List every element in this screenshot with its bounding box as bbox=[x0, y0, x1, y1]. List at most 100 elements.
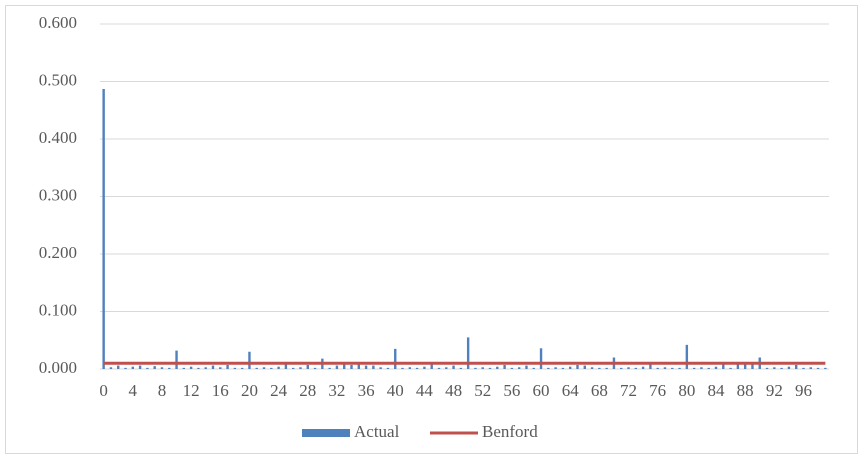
x-tick-label: 36 bbox=[358, 381, 375, 400]
bar bbox=[641, 366, 645, 369]
bar bbox=[109, 367, 113, 369]
bar bbox=[357, 364, 360, 369]
bar bbox=[466, 337, 470, 369]
x-tick-label: 48 bbox=[445, 381, 462, 400]
bar bbox=[277, 366, 280, 369]
legend-label: Benford bbox=[482, 422, 538, 441]
bar bbox=[248, 351, 251, 369]
x-tick-label: 88 bbox=[737, 381, 754, 400]
bar bbox=[656, 367, 659, 369]
bar bbox=[364, 365, 368, 369]
bar bbox=[809, 367, 812, 369]
bar bbox=[547, 367, 550, 369]
bar bbox=[605, 367, 608, 369]
bar bbox=[787, 366, 791, 369]
bar bbox=[138, 365, 142, 369]
bar bbox=[525, 365, 528, 369]
x-tick-label: 32 bbox=[328, 381, 345, 400]
bar bbox=[255, 367, 258, 369]
bar bbox=[583, 365, 586, 369]
bar bbox=[481, 367, 484, 369]
legend-label: Actual bbox=[354, 422, 400, 441]
x-tick-label: 68 bbox=[591, 381, 608, 400]
bar bbox=[802, 367, 805, 369]
x-tick-label: 40 bbox=[387, 381, 404, 400]
bar bbox=[328, 367, 331, 369]
bar bbox=[663, 367, 667, 369]
bar bbox=[211, 365, 215, 369]
bar bbox=[284, 364, 288, 369]
bar bbox=[153, 366, 156, 369]
y-tick-label: 0.000 bbox=[39, 358, 77, 377]
x-tick-label: 52 bbox=[474, 381, 491, 400]
bar bbox=[692, 367, 696, 369]
x-tick-label: 96 bbox=[795, 381, 812, 400]
bar bbox=[474, 367, 477, 369]
x-tick-label: 28 bbox=[299, 381, 316, 400]
bar bbox=[146, 367, 149, 369]
x-tick-label: 12 bbox=[183, 381, 200, 400]
x-tick-label: 56 bbox=[503, 381, 520, 400]
bar bbox=[102, 88, 105, 369]
bar bbox=[816, 367, 820, 369]
bar bbox=[554, 367, 557, 369]
bar bbox=[685, 344, 689, 369]
bar bbox=[175, 350, 178, 369]
y-tick-label: 0.600 bbox=[39, 13, 77, 32]
bar bbox=[561, 367, 565, 369]
bar bbox=[736, 364, 740, 369]
x-tick-label: 76 bbox=[649, 381, 666, 400]
y-tick-label: 0.100 bbox=[39, 300, 77, 319]
bar bbox=[168, 367, 171, 369]
bar bbox=[532, 367, 535, 369]
bar bbox=[306, 364, 309, 369]
bar bbox=[794, 364, 798, 369]
bar bbox=[569, 366, 572, 369]
bar bbox=[700, 367, 703, 369]
bar bbox=[539, 348, 543, 369]
x-tick-label: 80 bbox=[678, 381, 695, 400]
x-tick-label: 0 bbox=[99, 381, 108, 400]
bar bbox=[649, 364, 652, 369]
bar bbox=[350, 364, 353, 369]
bar bbox=[576, 364, 579, 369]
legend-swatch bbox=[302, 429, 350, 437]
bar bbox=[408, 367, 412, 369]
bar bbox=[510, 367, 514, 369]
bar bbox=[189, 366, 193, 369]
bar bbox=[160, 367, 164, 369]
bar bbox=[182, 367, 186, 369]
bar bbox=[270, 367, 273, 369]
bar bbox=[291, 367, 295, 369]
bar bbox=[671, 367, 674, 369]
bar bbox=[343, 364, 346, 369]
bar bbox=[598, 367, 601, 369]
x-tick-label: 4 bbox=[129, 381, 138, 400]
bar bbox=[620, 367, 623, 369]
bar bbox=[197, 367, 200, 369]
bar bbox=[124, 367, 127, 369]
bar bbox=[627, 367, 630, 369]
bar bbox=[262, 367, 266, 369]
bar bbox=[437, 367, 441, 369]
chart-frame bbox=[5, 5, 858, 454]
bar bbox=[204, 367, 207, 369]
x-tick-label: 60 bbox=[533, 381, 550, 400]
bar bbox=[488, 367, 492, 369]
bar bbox=[765, 367, 769, 369]
bar bbox=[459, 367, 463, 369]
bar bbox=[678, 367, 681, 369]
y-tick-label: 0.400 bbox=[39, 128, 77, 147]
bar bbox=[233, 367, 237, 369]
bar bbox=[445, 367, 448, 369]
x-tick-label: 24 bbox=[270, 381, 288, 400]
bar bbox=[773, 367, 776, 369]
bar bbox=[401, 367, 404, 369]
x-tick-label: 16 bbox=[212, 381, 229, 400]
bar bbox=[423, 366, 426, 369]
bar bbox=[117, 365, 120, 369]
bar bbox=[743, 363, 747, 369]
bar bbox=[240, 367, 244, 369]
y-tick-label: 0.300 bbox=[39, 185, 77, 204]
